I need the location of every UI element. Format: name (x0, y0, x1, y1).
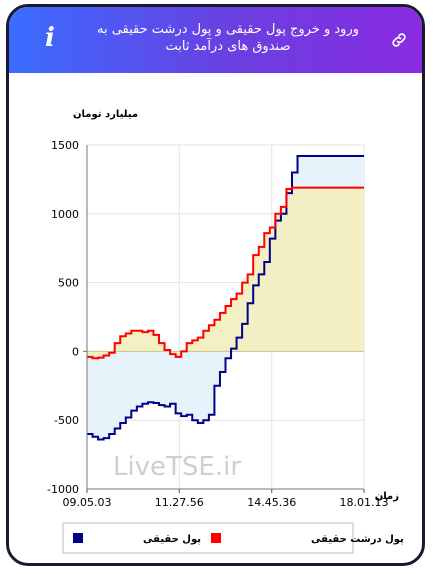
series-fill-1 (87, 187, 364, 359)
x-axis-label: زمان (375, 491, 399, 502)
legend-label-real: پول حقیقی (143, 534, 201, 545)
series-lines (87, 155, 364, 441)
x-tick-label: 09.05.03 (63, 496, 112, 509)
y-axis-label: میلیارد تومان (73, 109, 138, 120)
card-header: i ورود و خروج پول حقیقی و پول درشت حقیقی… (9, 7, 422, 73)
x-tick-label: 14.45.36 (247, 496, 296, 509)
y-tick-label: 1000 (51, 208, 79, 221)
y-tick-label: 0 (72, 345, 79, 358)
y-tick-label: -500 (54, 414, 79, 427)
y-tick-label: -1000 (47, 483, 79, 496)
chart-title: ورود و خروج پول حقیقی و پول درشت حقیقی ب… (96, 22, 359, 54)
watermark: LiveTSE.ir (113, 452, 241, 482)
legend-swatch-big-real (211, 533, 221, 543)
legend-swatch-real (73, 533, 83, 543)
x-tick-label: 18.01.13 (340, 496, 389, 509)
x-tick-label: 11.27.56 (155, 496, 204, 509)
legend: پول حقیقی پول درشت حقیقی (62, 522, 404, 554)
chart-area: میلیارد تومان LiveTSE.ir 1500 1000 500 0 -50… (17, 83, 410, 563)
series-line-0 (87, 155, 364, 441)
chart-card: i ورود و خروج پول حقیقی و پول درشت حقیقی… (6, 4, 425, 566)
info-icon[interactable]: i (45, 23, 55, 53)
legend-box (62, 522, 354, 554)
series-line-1 (87, 186, 364, 360)
y-tick-label: 1500 (51, 139, 79, 152)
area-fills (87, 156, 364, 440)
legend-label-big-real: پول درشت حقیقی (311, 534, 404, 545)
y-tick-label: 500 (58, 277, 79, 290)
link-icon[interactable] (390, 31, 408, 49)
line-chart: میلیارد تومان LiveTSE.ir 1500 1000 500 0 -50… (47, 109, 404, 554)
